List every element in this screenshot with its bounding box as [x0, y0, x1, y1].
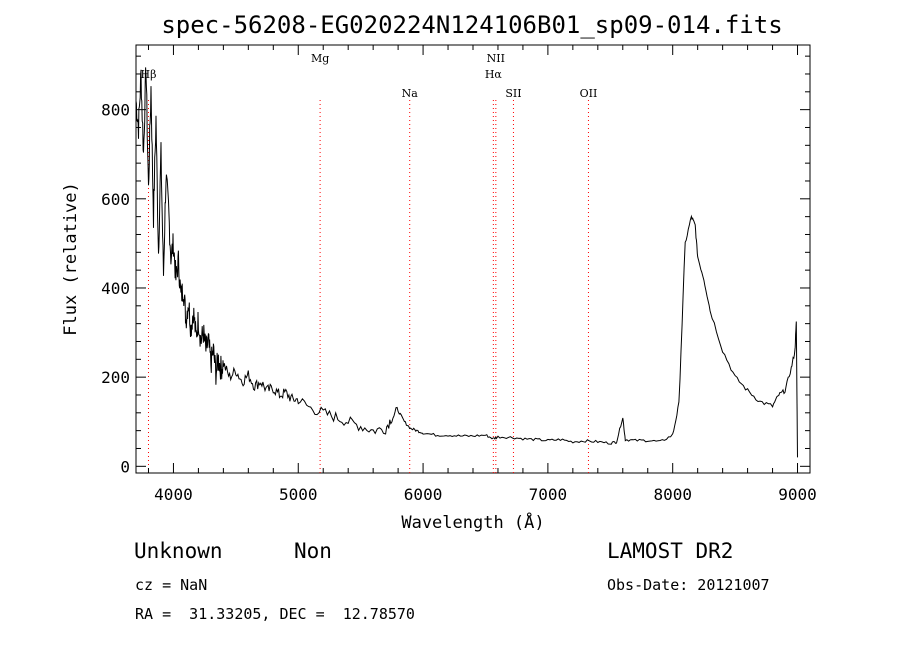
reference-line-label: NII — [487, 52, 505, 65]
y-tick-label: 800 — [101, 101, 130, 120]
reference-line-label: OII — [580, 87, 598, 100]
y-axis-ticks: 0 200 400 600 800 — [101, 55, 810, 476]
y-tick-label: 200 — [101, 368, 130, 387]
y-tick-label: 400 — [101, 279, 130, 298]
y-tick-label: 0 — [120, 457, 130, 476]
chart-title: spec-56208-EG020224N124106B01_sp09-014.f… — [161, 11, 782, 39]
survey-label: LAMOST DR2 — [607, 539, 734, 563]
x-tick-label: 4000 — [154, 485, 193, 504]
x-tick-label: 5000 — [279, 485, 318, 504]
cz-value: cz = NaN — [135, 576, 208, 594]
y-tick-label: 600 — [101, 190, 130, 209]
reference-line-label: Hβ — [141, 68, 157, 81]
x-tick-label: 7000 — [529, 485, 568, 504]
coordinates: RA = 31.33205, DEC = 12.78570 — [135, 605, 415, 623]
plot-frame — [135, 44, 811, 474]
reference-line-label: SII — [505, 87, 521, 100]
subclass-label: Non — [294, 539, 332, 563]
x-axis-label: Wavelength (Å) — [401, 511, 544, 533]
x-tick-label: 8000 — [653, 485, 692, 504]
classification-label: Unknown — [134, 539, 223, 563]
y-axis-label: Flux (relative) — [61, 182, 81, 336]
reference-line-label: Hα — [485, 68, 503, 81]
reference-line-label: Na — [402, 87, 419, 100]
x-axis-ticks: 4000 5000 6000 7000 8000 9000 — [147, 45, 817, 504]
spectrum-series — [135, 67, 798, 458]
spectrum-chart: spec-56208-EG020224N124106B01_sp09-014.f… — [61, 11, 817, 533]
obs-date: Obs-Date: 20121007 — [607, 576, 770, 594]
x-tick-label: 6000 — [404, 485, 443, 504]
x-tick-label: 9000 — [778, 485, 817, 504]
reference-line-label: Mg — [311, 52, 329, 65]
spectrum-line — [135, 67, 798, 458]
